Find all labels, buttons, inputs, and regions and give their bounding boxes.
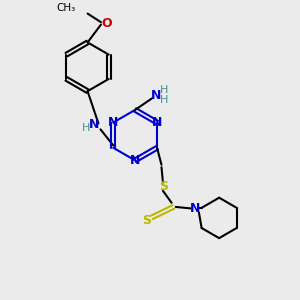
Text: N: N xyxy=(190,202,200,215)
Text: H: H xyxy=(160,95,168,105)
Text: H: H xyxy=(160,85,168,95)
Text: CH₃: CH₃ xyxy=(56,3,76,13)
Text: N: N xyxy=(151,88,161,101)
Text: N: N xyxy=(130,154,140,167)
Text: N: N xyxy=(89,118,100,131)
Text: H: H xyxy=(81,124,90,134)
Text: N: N xyxy=(108,116,119,129)
Text: O: O xyxy=(101,16,112,30)
Text: N: N xyxy=(152,116,162,129)
Text: S: S xyxy=(142,214,151,227)
Text: S: S xyxy=(159,180,168,193)
